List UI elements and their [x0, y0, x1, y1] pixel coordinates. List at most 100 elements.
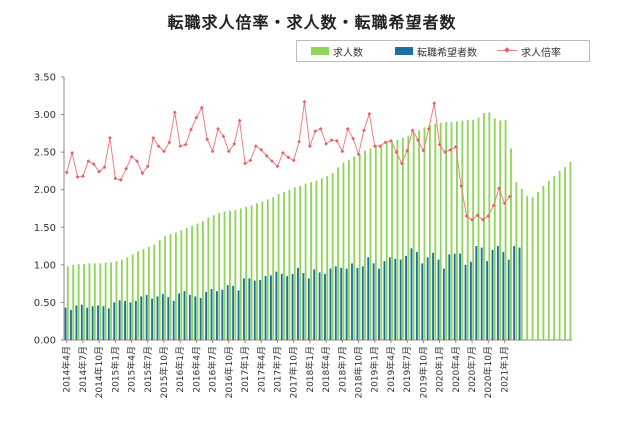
bar-jobs-81 [504, 119, 507, 341]
ratio-point-9 [113, 176, 118, 181]
ratio-point-75 [470, 217, 474, 222]
bar-seekers-74 [464, 264, 467, 340]
bar-jobs-17 [158, 240, 161, 340]
legend-swatch-0 [311, 47, 329, 55]
ratio-point-22 [183, 142, 188, 147]
bar-seekers-19 [167, 297, 170, 340]
ratio-point-58 [378, 144, 383, 149]
bar-jobs-45 [310, 182, 312, 340]
bar-seekers-57 [372, 263, 375, 340]
bar-seekers-55 [361, 266, 364, 340]
bar-jobs-51 [342, 162, 345, 340]
bar-jobs-89 [547, 180, 550, 340]
ratio-point-14 [140, 171, 145, 176]
bar-jobs-1 [72, 264, 75, 340]
bar-seekers-47 [318, 272, 321, 340]
legend-item-0: 求人数 [311, 44, 363, 59]
bar-jobs-50 [337, 167, 339, 340]
bar-jobs-29 [223, 211, 226, 340]
bar-jobs-85 [526, 195, 529, 340]
legend-swatch-2 [497, 46, 517, 56]
bar-jobs-92 [564, 167, 566, 340]
ratio-point-46 [313, 129, 318, 134]
ratio-point-8 [108, 135, 112, 140]
bar-jobs-7 [104, 262, 107, 340]
ratio-point-77 [480, 217, 485, 222]
bar-seekers-27 [210, 288, 213, 340]
bar-seekers-81 [502, 252, 505, 340]
x-tick-label-22: 2019年10月 [417, 346, 429, 398]
bar-seekers-71 [448, 254, 451, 340]
bar-seekers-36 [259, 279, 262, 340]
bar-seekers-67 [426, 257, 429, 340]
chart-title: 転職求人倍率・求人数・転職希望者数 [167, 13, 457, 32]
x-tick-label-3: 2015年1月 [109, 346, 121, 393]
bar-jobs-53 [353, 156, 356, 340]
x-tick-label-15: 2018年1月 [304, 346, 316, 393]
bar-jobs-10 [120, 259, 123, 340]
ratio-point-31 [232, 141, 237, 146]
bar-seekers-52 [345, 268, 348, 340]
ratio-point-35 [253, 144, 258, 149]
bar-jobs-6 [99, 263, 102, 340]
ratio-point-30 [226, 149, 231, 154]
ratio-point-70 [443, 150, 447, 155]
x-tick-label-2: 2014年10月 [93, 346, 105, 398]
ratio-point-60 [389, 138, 393, 143]
bar-jobs-19 [169, 234, 172, 340]
bar-jobs-80 [499, 120, 502, 340]
ratio-point-55 [362, 128, 366, 133]
bar-jobs-54 [358, 154, 361, 340]
ratio-point-21 [178, 144, 183, 149]
ratio-point-61 [394, 150, 399, 155]
ratio-point-82 [507, 194, 512, 199]
ratio-point-59 [383, 140, 388, 145]
bar-jobs-76 [477, 117, 480, 340]
bar-jobs-63 [407, 135, 410, 340]
bar-seekers-3 [80, 304, 83, 340]
bar-jobs-12 [131, 254, 134, 340]
ratio-point-16 [151, 135, 156, 140]
ratio-point-5 [91, 162, 96, 167]
ratio-point-76 [475, 213, 480, 218]
bar-jobs-18 [164, 236, 167, 340]
ratio-point-45 [307, 144, 312, 149]
ratio-point-38 [270, 159, 274, 164]
bar-seekers-61 [394, 258, 397, 340]
ratio-point-11 [124, 166, 129, 171]
bar-seekers-22 [183, 291, 186, 340]
ratio-point-0 [64, 170, 69, 175]
bar-jobs-43 [299, 185, 302, 340]
bar-jobs-0 [66, 266, 69, 340]
x-tick-label-17: 2018年7月 [336, 346, 348, 393]
bar-seekers-75 [469, 261, 472, 340]
bar-seekers-56 [367, 257, 370, 340]
y-tick-label-6: 3.00 [34, 110, 56, 121]
bar-jobs-48 [326, 176, 329, 340]
ratio-point-39 [275, 164, 280, 169]
bar-jobs-69 [439, 122, 442, 340]
ratio-point-6 [97, 169, 102, 174]
bar-jobs-68 [434, 123, 437, 341]
bar-jobs-49 [331, 173, 334, 340]
bar-seekers-5 [91, 306, 94, 340]
ratio-point-71 [448, 147, 453, 152]
x-tick-label-13: 2017年7月 [271, 346, 283, 393]
bar-seekers-68 [432, 252, 434, 340]
bar-seekers-24 [194, 296, 197, 340]
ratio-point-4 [86, 159, 91, 164]
legend-item-1: 転職希望者数 [395, 44, 477, 59]
bar-jobs-59 [385, 143, 388, 340]
bar-jobs-86 [531, 197, 534, 340]
ratio-point-68 [432, 101, 437, 106]
x-tick-label-7: 2016年1月 [174, 346, 186, 393]
bar-seekers-69 [437, 259, 440, 340]
bar-jobs-4 [88, 263, 91, 340]
legend-swatch-1 [395, 47, 413, 55]
y-tick-label-0: 0.00 [34, 336, 56, 347]
ratio-point-44 [302, 99, 307, 104]
bar-seekers-63 [405, 255, 407, 340]
ratio-point-10 [118, 178, 123, 182]
bar-jobs-20 [174, 232, 177, 340]
bar-seekers-83 [513, 246, 516, 340]
